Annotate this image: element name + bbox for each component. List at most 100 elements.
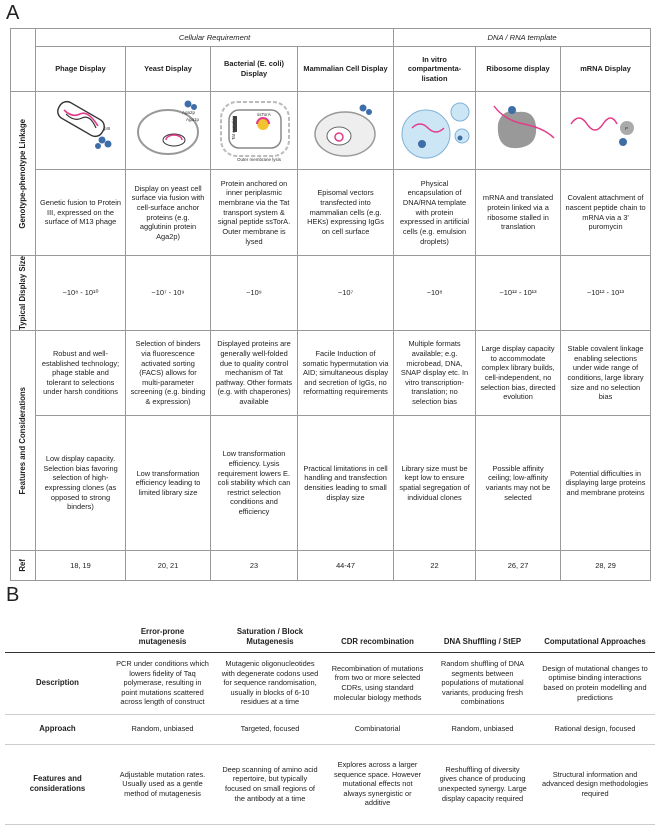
icon-shape	[65, 113, 97, 129]
size-cell: ~10⁸	[393, 255, 477, 331]
column-header: Yeast Display	[125, 46, 211, 92]
image-cell: P	[560, 91, 652, 170]
icon-shape	[411, 123, 445, 133]
ref-cell: 44-47	[296, 549, 395, 581]
icon-shape	[104, 140, 111, 148]
image-label: pIII	[104, 126, 110, 131]
icon-shape	[256, 117, 270, 125]
column-header: Ribosome display	[475, 46, 562, 92]
column-header: CDR recombination	[325, 612, 430, 653]
cell: Deep scanning of amino acid repertoire, …	[215, 744, 325, 825]
size-cell: ~10⁹	[210, 255, 298, 331]
image-cell: pIII	[35, 91, 126, 170]
table-row: Genetic fusion to Protein III, expressed…	[11, 169, 652, 256]
icon-shape	[220, 101, 290, 158]
row-label-cell: Ref	[10, 549, 36, 581]
cell: PCR under conditions which lowers fideli…	[110, 652, 215, 715]
table-row: Approach Random, unbiased Targeted, focuse…	[5, 714, 655, 745]
cell: Random, unbiased	[430, 714, 535, 745]
ref-cell: 23	[210, 549, 298, 581]
linkage-cell: Display on yeast cell surface via fusion…	[125, 169, 211, 256]
row-label: Approach	[5, 714, 110, 745]
icon-shape	[165, 134, 183, 141]
table-row: Cellular Requirement DNA / RNA template	[10, 28, 652, 92]
icon-shape	[454, 128, 470, 144]
column-header: mRNA Display	[560, 46, 652, 92]
ref-cell: 26, 27	[475, 549, 562, 581]
size-cell: ~10¹² - 10¹³	[560, 255, 652, 331]
cell: Structural information and advanced desi…	[535, 744, 655, 825]
cell: Combinatorial	[325, 714, 430, 745]
icon-shape	[418, 140, 427, 149]
group-header: DNA / RNA template	[393, 28, 652, 47]
feature-cell: Selection of binders via fluorescence ac…	[125, 329, 211, 416]
row-label: Description	[5, 652, 110, 715]
cell: Random shuffling of DNA segments between…	[430, 652, 535, 715]
size-cell: ~10⁷ - 10⁹	[125, 255, 211, 331]
feature-cell: Low transformation efficiency leading to…	[125, 414, 211, 551]
linkage-cell: Protein anchored on inner periplasmic me…	[210, 169, 298, 256]
row-label-cell: Typical Display Size	[10, 255, 36, 331]
ref-cell: 22	[393, 549, 477, 581]
panel-label: A	[6, 2, 20, 24]
row-label-cell: Features and Considerations	[10, 329, 36, 551]
feature-cell: Facile Induction of somatic hypermutatio…	[296, 329, 395, 416]
linkage-cell: Covalent attachment of nascent peptide c…	[560, 169, 652, 256]
table-row: Description PCR under conditions which lo…	[5, 652, 655, 715]
cell: Adjustable mutation rates. Usually used …	[110, 744, 215, 825]
row-label: Features and considerations	[5, 744, 110, 825]
table-row: Features and considerations Adjustable mu…	[5, 744, 655, 825]
column-header: In vitro compartmenta-lisation	[393, 46, 477, 92]
icon-shape	[359, 104, 367, 112]
icon-shape	[508, 106, 517, 115]
corner	[10, 28, 36, 92]
group-header: Cellular Requirement	[34, 28, 395, 47]
feature-cell: Stable covalent linkage enabling selecti…	[560, 329, 652, 416]
image-label: Outer membrane lysis	[237, 157, 282, 162]
feature-cell: Possible affinity ceiling; low-affinity …	[475, 414, 562, 551]
ref-cell: 20, 21	[125, 549, 211, 581]
table-row: Phage Display Yeast Display Bacterial (E. …	[11, 46, 652, 92]
image-label: P	[625, 126, 628, 131]
icon-shape	[450, 102, 470, 122]
header-row: Error-prone mutagenesis Saturation / Bloc…	[5, 612, 655, 653]
size-cell: ~10⁸ - 10¹⁰	[35, 255, 126, 331]
cell: Targeted, focused	[215, 714, 325, 745]
feature-cell: Low display capacity. Selection bias fav…	[35, 414, 126, 551]
icon-shape	[619, 121, 634, 136]
cell: Mutagenic oligonucleotides with degenera…	[215, 652, 325, 715]
panel-label: B	[6, 584, 20, 606]
icon-shape	[184, 100, 192, 108]
icon-shape	[191, 104, 197, 111]
mutagenesis-table: Error-prone mutagenesis Saturation / Bloc…	[5, 612, 655, 825]
row-label: Typical Display Size	[17, 256, 27, 330]
cell: Recombination of mutations from two or m…	[325, 652, 430, 715]
row-label: Genotype-phenotype Linkage	[17, 118, 27, 229]
icon-shape	[98, 136, 105, 144]
image-label: Aga1p	[186, 117, 200, 122]
icon-shape	[233, 116, 237, 133]
corner	[5, 612, 110, 653]
column-header: DNA Shuffling / StEP	[430, 612, 535, 653]
image-label: ssTorA	[257, 112, 271, 117]
image-cell: Aga2p Aga1p	[125, 91, 211, 170]
feature-cell: Displayed proteins are generally well-fo…	[210, 329, 298, 416]
icon-shape	[62, 109, 99, 127]
image-cell	[393, 91, 477, 170]
ref-cell: 28, 29	[560, 549, 652, 581]
row-label-cell: Genotype-phenotype Linkage	[10, 91, 36, 256]
image-label: Tat complex	[231, 115, 236, 140]
schematic: Aga2p Aga1p	[137, 100, 200, 156]
feature-cell: Robust and well-established technology; …	[35, 329, 126, 416]
feature-cell: Multiple formats available; e.g. microbe…	[393, 329, 477, 416]
row-label: Features and Considerations	[17, 386, 27, 495]
column-header: Bacterial (E. coli) Display	[210, 46, 298, 92]
column-header: Phage Display	[35, 46, 126, 92]
column-header: Mammalian Cell Display	[296, 46, 395, 92]
icon-shape	[569, 117, 618, 131]
table-row: Typical Display Size ~10⁸ - 10¹⁰ ~10⁷ - 10…	[10, 255, 652, 331]
feature-cell: Practical limitations in cell handling a…	[296, 414, 395, 551]
image-cell	[296, 91, 395, 170]
cell: Random, unbiased	[110, 714, 215, 745]
